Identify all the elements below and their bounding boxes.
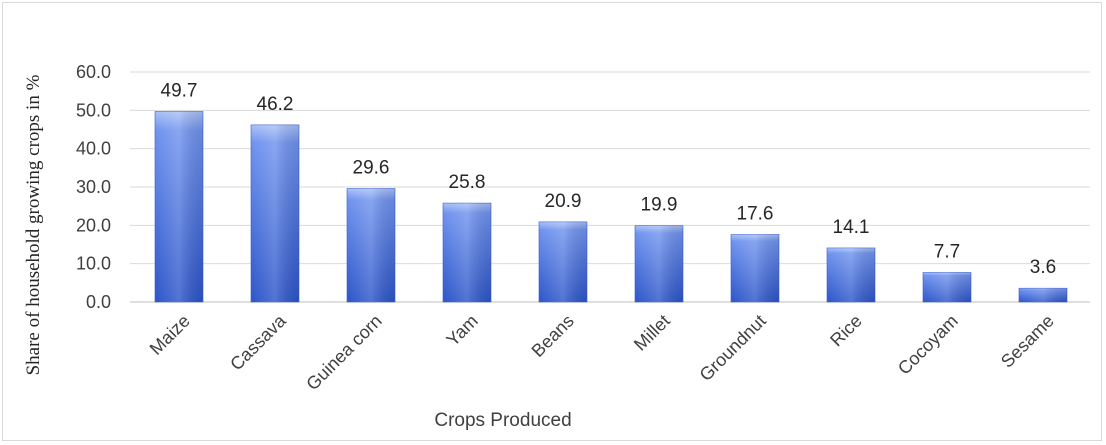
bar-highlight xyxy=(443,203,491,302)
bar-highlight xyxy=(731,234,779,302)
y-tick-label: 40.0 xyxy=(76,139,111,159)
bars xyxy=(154,111,1068,303)
y-tick-label: 20.0 xyxy=(76,215,111,235)
data-label: 25.8 xyxy=(449,172,486,193)
x-category-label: Millet xyxy=(630,311,674,355)
bar-highlight xyxy=(539,221,587,302)
x-category-label: Groundnut xyxy=(696,311,770,385)
x-axis-title: Crops Produced xyxy=(434,410,571,431)
y-tick-label: 50.0 xyxy=(76,100,111,120)
data-label: 46.2 xyxy=(257,94,294,115)
x-category-label: Maize xyxy=(146,311,194,359)
data-label: 49.7 xyxy=(161,80,198,101)
data-label: 7.7 xyxy=(934,241,960,262)
y-tick-label: 0.0 xyxy=(86,292,111,312)
y-tick-label: 10.0 xyxy=(76,254,111,274)
bar-highlight xyxy=(1019,288,1067,302)
data-label: 17.6 xyxy=(737,204,774,225)
data-label: 14.1 xyxy=(833,217,870,238)
x-category-label: Cocoyam xyxy=(894,311,962,379)
x-axis-categories: Maize Cassava Guinea corn Yam Beans Millet Gro… xyxy=(146,310,1058,394)
y-tick-label: 30.0 xyxy=(76,177,111,197)
bar-highlight xyxy=(923,272,971,302)
data-label: 29.6 xyxy=(353,158,390,179)
y-tick-label: 60.0 xyxy=(76,62,111,82)
bar-highlight xyxy=(155,111,203,302)
data-label: 19.9 xyxy=(641,195,678,216)
data-label: 20.9 xyxy=(545,191,582,212)
x-category-label: Beans xyxy=(528,311,578,361)
bar-highlight xyxy=(347,188,395,302)
data-labels: 49.7 46.2 29.6 25.8 20.9 19.9 17.6 14.1 7.7 3.6 xyxy=(161,80,1057,278)
bar-highlight xyxy=(251,124,299,303)
bar-highlight xyxy=(635,225,683,302)
bar-highlight xyxy=(827,247,875,302)
x-category-label: Guinea corn xyxy=(302,311,385,394)
data-label: 3.6 xyxy=(1030,257,1056,278)
x-category-label: Sesame xyxy=(997,311,1058,372)
y-axis-ticks: 0.0 10.0 20.0 30.0 40.0 50.0 60.0 xyxy=(76,62,111,312)
x-category-label: Cassava xyxy=(226,310,290,374)
y-axis-title: Share of household growing crops in % xyxy=(23,74,44,375)
x-category-label: Rice xyxy=(826,311,866,351)
x-category-label: Yam xyxy=(442,311,481,350)
